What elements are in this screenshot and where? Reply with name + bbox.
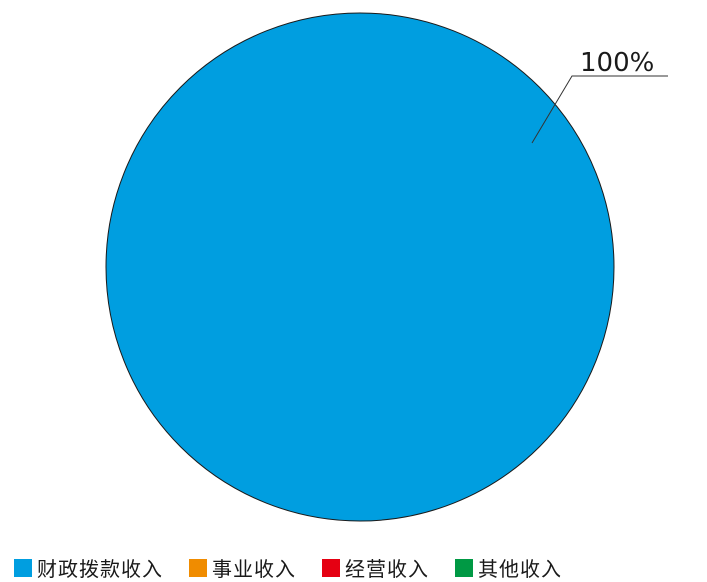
legend-swatch-2: [189, 558, 207, 577]
legend-swatch-3: [322, 558, 340, 577]
pie-slices: [105, 12, 615, 522]
legend-swatch-4: [455, 558, 473, 577]
leader-line-slice-1: [531, 75, 668, 144]
legend-item-2: 事业收入: [189, 553, 296, 582]
data-label-slice-1: 100%: [580, 48, 654, 78]
chart-legend: 财政拨款收入 事业收入 经营收入 其他收入: [14, 553, 562, 582]
legend-item-4: 其他收入: [455, 553, 562, 582]
pie-chart: 100%: [105, 12, 668, 522]
legend-label-1: 财政拨款收入: [37, 557, 163, 581]
legend-item-1: 财政拨款收入: [14, 553, 163, 582]
legend-item-3: 经营收入: [322, 553, 429, 582]
legend-label-2: 事业收入: [212, 557, 296, 581]
legend-swatch-1: [14, 558, 32, 577]
legend-label-3: 经营收入: [345, 557, 429, 581]
legend-label-4: 其他收入: [478, 557, 562, 581]
pie-slice-1: [105, 12, 615, 522]
pie-data-labels: 100%: [531, 48, 668, 144]
